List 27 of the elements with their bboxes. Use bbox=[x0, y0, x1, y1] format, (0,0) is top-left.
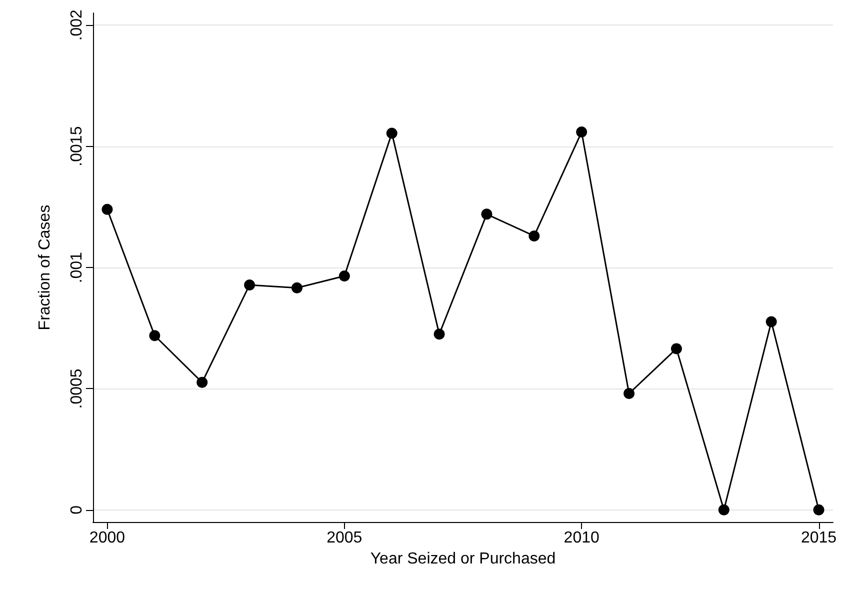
point bbox=[670, 343, 682, 354]
point bbox=[718, 504, 730, 516]
x-tick-label: 2015 bbox=[800, 530, 837, 546]
y-tick-label: .0005 bbox=[68, 368, 86, 409]
x-tick-label: 2000 bbox=[89, 530, 126, 546]
point bbox=[291, 282, 302, 294]
y-tick-label: .0015 bbox=[68, 126, 86, 166]
point bbox=[813, 504, 824, 516]
point bbox=[528, 230, 540, 242]
x-axis-title: Year Seized or Purchased bbox=[370, 550, 556, 568]
point bbox=[149, 330, 160, 342]
x-tick-label: 2005 bbox=[326, 530, 362, 546]
point bbox=[434, 328, 445, 340]
point bbox=[576, 126, 588, 138]
y-tick-label: 0 bbox=[68, 505, 86, 514]
point bbox=[102, 204, 113, 215]
point bbox=[244, 279, 256, 290]
point bbox=[481, 208, 492, 220]
point bbox=[624, 388, 635, 400]
point bbox=[196, 376, 208, 388]
point bbox=[766, 316, 777, 328]
y-tick-label: .002 bbox=[68, 9, 86, 41]
x-tick-label: 2010 bbox=[564, 530, 600, 546]
y-axis-title: Fraction of Cases bbox=[36, 204, 54, 330]
point bbox=[386, 128, 398, 139]
y-tick-label: .001 bbox=[68, 252, 86, 284]
point bbox=[338, 270, 350, 282]
